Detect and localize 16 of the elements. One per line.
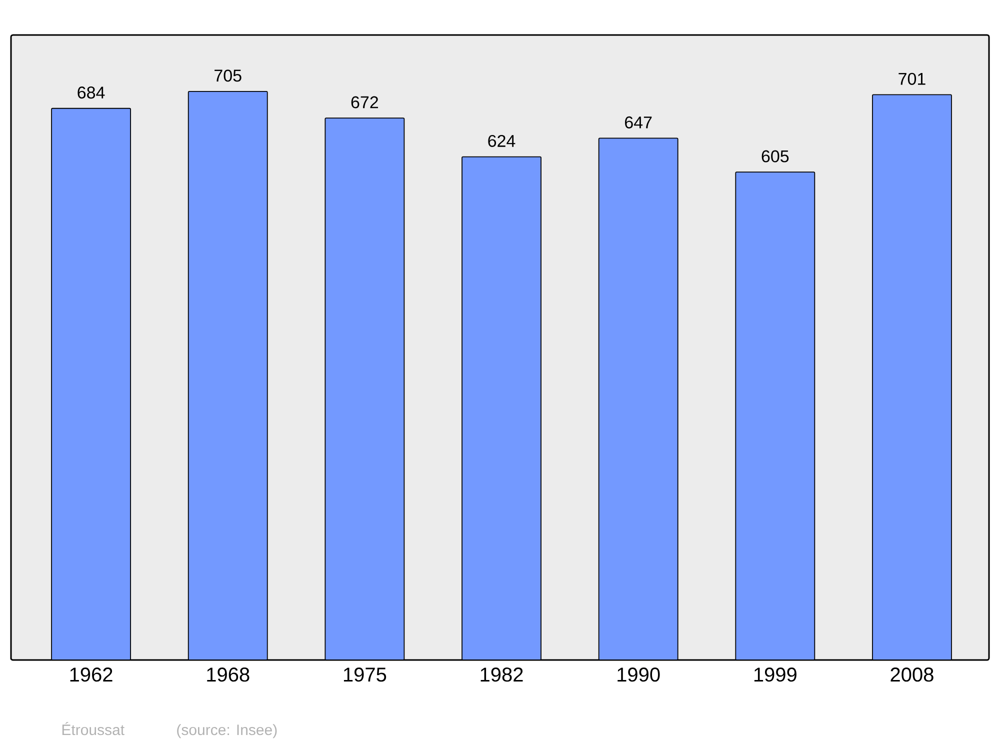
data-label: 605	[762, 150, 789, 162]
data-label: 684	[78, 86, 105, 99]
text: Étroussat	[62, 722, 124, 736]
data-label: 647	[625, 116, 652, 128]
x-tick-label: 2008	[890, 668, 934, 682]
data-label: 701	[898, 72, 926, 85]
x-tick-label: 1999	[754, 668, 796, 682]
text: (source: Insee)	[177, 724, 277, 738]
data-label: 705	[214, 70, 242, 82]
x-tick-label: 1968	[207, 668, 250, 682]
x-tick-label: 1975	[344, 668, 386, 682]
data-label: 624	[488, 134, 516, 147]
data-label: 672	[351, 96, 378, 108]
x-tick-label: 1982	[480, 668, 523, 682]
x-tick-label: 1990	[618, 668, 660, 682]
x-tick-label: 1962	[70, 668, 112, 682]
